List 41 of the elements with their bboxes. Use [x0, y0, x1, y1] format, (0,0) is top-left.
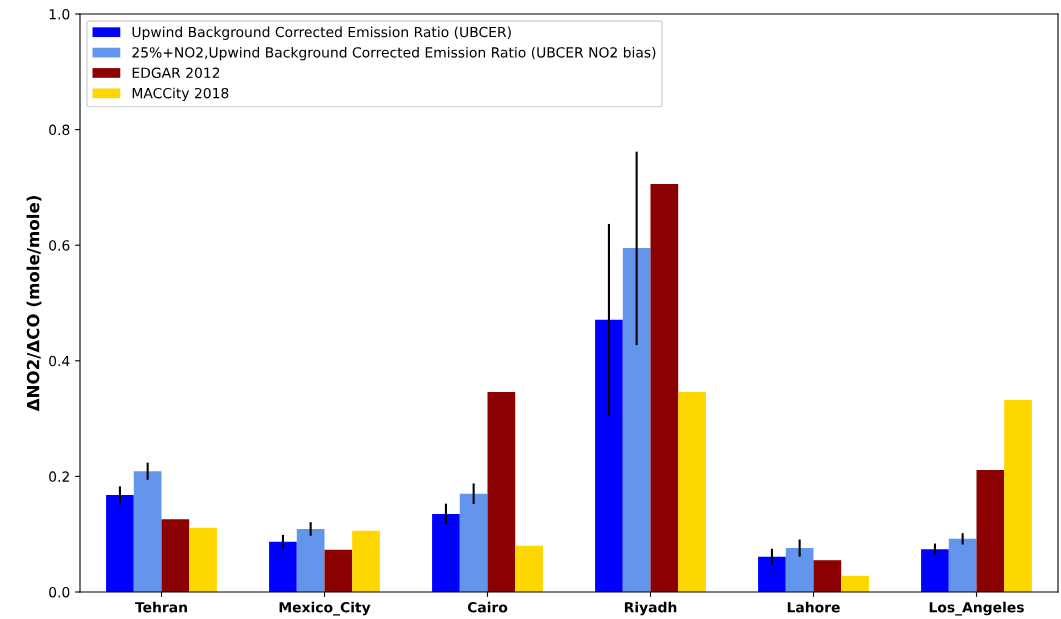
- bar: [106, 494, 134, 592]
- x-tick-label: Lahore: [787, 601, 840, 613]
- bar: [921, 549, 949, 592]
- bar: [189, 527, 217, 592]
- bar: [595, 319, 623, 592]
- y-tick-label: 0.6: [49, 240, 70, 251]
- bar: [296, 529, 325, 592]
- legend-label: Upwind Background Corrected Emission Ratio (UBCER): [132, 26, 511, 40]
- bar: [324, 549, 353, 592]
- y-tick-label: 1.0: [49, 8, 70, 20]
- bar: [161, 519, 190, 592]
- x-tick-label: Riyadh: [624, 601, 677, 616]
- x-tick-label: Los_Angeles: [929, 601, 1024, 616]
- bar: [678, 392, 706, 592]
- y-tick-label: 0.4: [49, 355, 70, 367]
- bar: [948, 538, 977, 592]
- legend-label: EDGAR 2012: [132, 67, 220, 79]
- bar: [133, 471, 162, 592]
- bar: [841, 575, 869, 592]
- x-tick-label: Mexico_City: [279, 601, 371, 616]
- bar: [515, 545, 543, 592]
- bar: [650, 183, 679, 592]
- y-tick-label: 0.0: [49, 586, 70, 598]
- x-tick-label: Tehran: [135, 601, 187, 613]
- bar: [352, 530, 380, 592]
- bar: [813, 560, 842, 592]
- legend-label: MACCity 2018: [132, 87, 229, 102]
- x-tick-label: Cairo: [467, 601, 508, 613]
- y-tick-label: 0.2: [49, 471, 69, 482]
- legend-label: 25%+NO2,Upwind Background Corrected Emission Ratio (UBCER NO2 bias): [132, 46, 656, 61]
- y-tick-label: 0.8: [49, 124, 70, 136]
- bar: [459, 493, 488, 592]
- bar: [976, 470, 1005, 592]
- y-axis-title: ΔNO2/ΔCO (mole/mole): [26, 196, 42, 412]
- bar: [785, 548, 814, 592]
- bar: [432, 513, 460, 592]
- bar: [622, 248, 651, 592]
- bar: [758, 556, 786, 592]
- bar: [487, 392, 516, 592]
- bar: [1004, 400, 1032, 592]
- bar: [269, 541, 297, 592]
